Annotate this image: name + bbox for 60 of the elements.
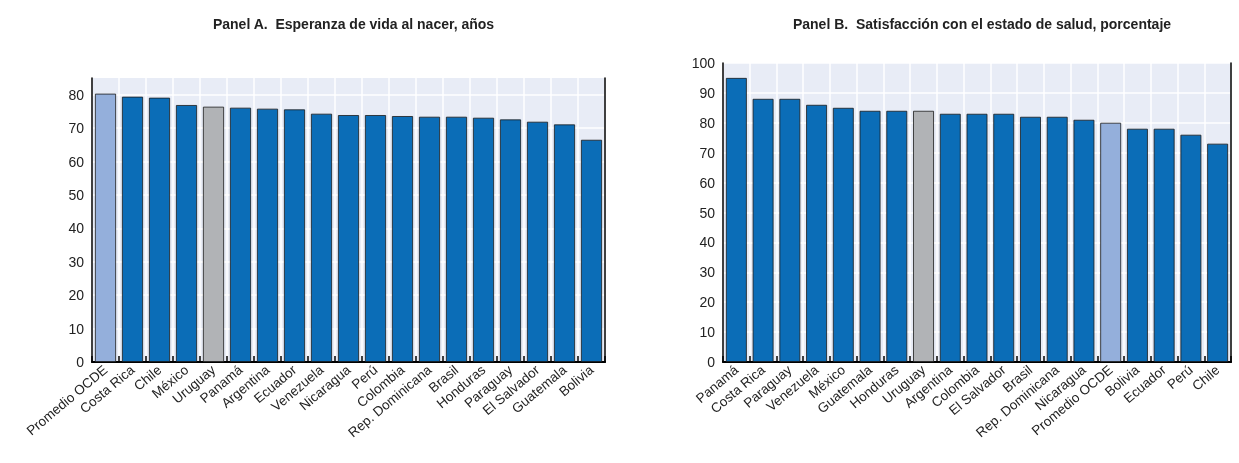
bar: [229, 107, 252, 362]
bar: [1207, 143, 1229, 362]
bar: [337, 115, 360, 362]
chart-title: Panel A. Esperanza de vida al nacer, años: [212, 16, 495, 32]
y-tick-label: 10: [699, 324, 716, 341]
bar: [939, 113, 961, 362]
y-tick-label: 0: [76, 354, 85, 370]
bar: [886, 110, 908, 362]
bar: [1046, 116, 1068, 362]
bar: [725, 77, 747, 362]
y-tick-label: 30: [68, 253, 85, 270]
y-tick-label: 50: [699, 204, 716, 221]
bar: [859, 110, 881, 362]
bar: [553, 124, 576, 362]
bar: [966, 113, 988, 362]
bar: [94, 93, 117, 362]
bar: [121, 96, 144, 362]
bar: [499, 119, 522, 362]
bar: [779, 98, 801, 362]
y-tick-label: 90: [699, 84, 716, 101]
y-tick-label: 0: [707, 354, 716, 370]
bar: [1180, 134, 1202, 362]
y-tick-label: 20: [68, 287, 85, 304]
bar: [832, 107, 854, 362]
y-tick-label: 40: [699, 234, 716, 251]
y-tick-label: 30: [699, 264, 716, 281]
bar: [526, 121, 549, 362]
bar: [1100, 122, 1122, 362]
bar: [364, 115, 387, 362]
y-tick-label: 70: [68, 120, 85, 137]
bar: [1153, 128, 1175, 362]
y-tick-label: 20: [699, 294, 716, 311]
bar: [418, 116, 441, 362]
bar: [1020, 116, 1041, 362]
bar: [580, 139, 603, 362]
bar: [391, 116, 414, 362]
bar: [148, 97, 171, 362]
y-tick-label: 60: [699, 174, 716, 191]
y-tick-label: 50: [68, 186, 85, 203]
y-tick-label: 100: [691, 55, 716, 71]
y-tick-label: 40: [68, 220, 85, 237]
y-tick-label: 60: [68, 153, 85, 170]
y-tick-label: 10: [68, 320, 85, 337]
bar: [472, 117, 495, 362]
bar: [202, 106, 225, 362]
bar: [1073, 119, 1095, 362]
bar: [175, 105, 198, 362]
y-tick-label: 70: [699, 144, 716, 161]
bar: [913, 110, 934, 362]
chart-title: Panel B. Satisfacción con el estado de salud, porcentaje: [792, 16, 1172, 32]
bar: [806, 104, 828, 362]
bar: [993, 113, 1015, 362]
bar: [310, 113, 333, 362]
bar: [445, 116, 468, 362]
bar: [1126, 128, 1148, 362]
bar: [256, 108, 279, 362]
bar: [283, 109, 306, 362]
y-tick-label: 80: [68, 86, 85, 103]
y-tick-label: 80: [699, 114, 716, 131]
bar: [752, 98, 774, 362]
